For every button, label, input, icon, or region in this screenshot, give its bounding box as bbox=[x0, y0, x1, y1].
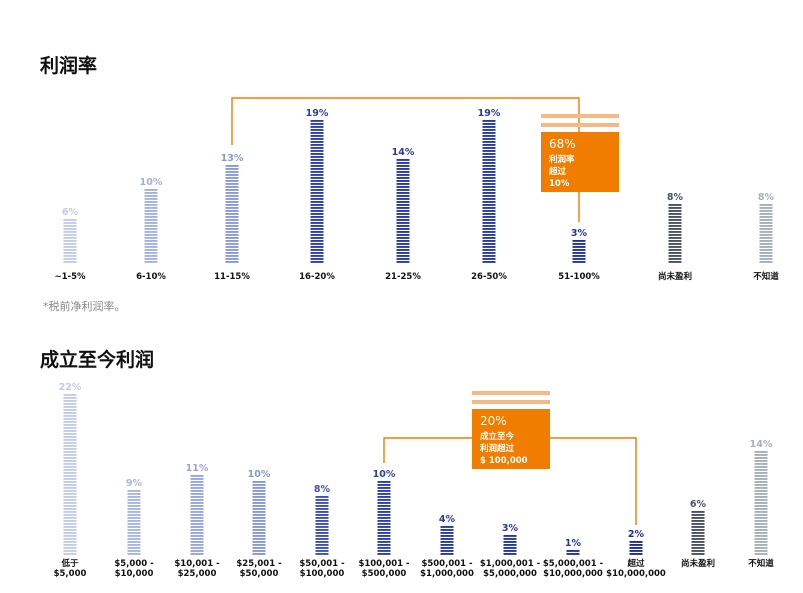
bar-1 bbox=[63, 219, 77, 263]
callout-line-3: $ 100,000 bbox=[480, 456, 528, 466]
value-label-4: 19% bbox=[306, 108, 329, 119]
category-label-10-line2: $10,000,000 bbox=[606, 569, 666, 579]
bar-2 bbox=[144, 189, 158, 263]
category-label-4-line1: $25,001 - bbox=[236, 559, 282, 569]
callout-band-2 bbox=[541, 123, 619, 127]
bar-3 bbox=[190, 475, 204, 555]
category-label-5-line1: $50,001 - bbox=[299, 559, 345, 569]
value-label-5: 14% bbox=[392, 147, 415, 158]
callout-line-1: 利润率 bbox=[548, 154, 575, 165]
category-label-9: 不知道 bbox=[753, 271, 779, 282]
category-label-9-line1: $5,000,001 - bbox=[543, 559, 604, 569]
category-label-4-line2: $50,000 bbox=[240, 569, 279, 579]
category-label-10-line1: 超过 bbox=[626, 558, 645, 569]
category-label-2-line1: $5,000 - bbox=[114, 559, 154, 569]
value-label-3: 13% bbox=[221, 153, 244, 164]
category-label-2: 6-10% bbox=[136, 272, 166, 282]
category-label-1: ~1-5% bbox=[55, 272, 86, 282]
category-label-9-line2: $10,000,000 bbox=[543, 569, 603, 579]
category-label-6-line2: $500,000 bbox=[362, 569, 407, 579]
callout-box bbox=[472, 409, 550, 469]
value-label-6: 19% bbox=[478, 108, 501, 119]
bar-8 bbox=[503, 535, 517, 555]
category-label-8: 尚未盈利 bbox=[658, 271, 692, 282]
bar-1 bbox=[63, 394, 77, 555]
category-label-3: 11-15% bbox=[214, 272, 250, 282]
callout-value: 68% bbox=[549, 137, 576, 151]
value-label-5: 8% bbox=[314, 484, 331, 495]
callout-line-2: 超过 bbox=[548, 166, 567, 177]
bar-5 bbox=[315, 496, 329, 555]
bar-5 bbox=[396, 159, 410, 263]
chart2-title: 成立至今利润 bbox=[40, 348, 154, 371]
bar-7 bbox=[440, 526, 454, 555]
callout-line-2: 利润超过 bbox=[479, 443, 515, 454]
value-label-2: 10% bbox=[140, 177, 163, 188]
category-label-4: 16-20% bbox=[299, 272, 335, 282]
value-label-9: 1% bbox=[565, 538, 582, 549]
category-label-3-line2: $25,000 bbox=[178, 569, 217, 579]
value-label-4: 10% bbox=[248, 469, 271, 480]
value-label-6: 10% bbox=[373, 469, 396, 480]
callout-band-1 bbox=[541, 114, 619, 118]
category-label-3-line1: $10,001 - bbox=[174, 559, 220, 569]
bar-12 bbox=[754, 451, 768, 555]
value-label-8: 8% bbox=[667, 192, 684, 203]
value-label-11: 6% bbox=[690, 499, 707, 510]
value-label-7: 3% bbox=[571, 228, 588, 239]
bar-11 bbox=[691, 511, 705, 555]
value-label-1: 6% bbox=[62, 207, 79, 218]
category-label-1-line1: 低于 bbox=[60, 558, 79, 569]
value-label-9: 8% bbox=[758, 192, 775, 203]
callout-box bbox=[541, 132, 619, 192]
category-label-8-line2: $5,000,000 bbox=[483, 569, 537, 579]
category-label-12-line1: 不知道 bbox=[748, 558, 774, 569]
category-label-8-line1: $1,000,001 - bbox=[480, 559, 541, 569]
callout-line-3: 10% bbox=[549, 179, 570, 189]
category-label-6: 26-50% bbox=[471, 272, 507, 282]
value-label-2: 9% bbox=[126, 478, 143, 489]
category-label-7-line1: $500,001 - bbox=[421, 559, 473, 569]
category-label-1-line2: $5,000 bbox=[54, 569, 87, 579]
value-label-12: 14% bbox=[750, 439, 773, 450]
category-label-7: 51-100% bbox=[558, 272, 600, 282]
callout-band-2 bbox=[472, 400, 550, 404]
bar-9 bbox=[759, 204, 773, 263]
category-label-7-line2: $1,000,000 bbox=[420, 569, 474, 579]
callout-band-1 bbox=[472, 391, 550, 395]
value-label-10: 2% bbox=[628, 529, 645, 540]
bar-3 bbox=[225, 165, 239, 263]
value-label-3: 11% bbox=[186, 463, 209, 474]
bar-4 bbox=[252, 481, 266, 555]
chart2-lifetime-profit: 22% 低于$5,000 9% $5,000 -$10,000 11% $10,001 -… bbox=[54, 382, 775, 579]
bar-9 bbox=[566, 550, 580, 555]
value-label-8: 3% bbox=[502, 523, 519, 534]
bar-6 bbox=[482, 120, 496, 263]
bar-4 bbox=[310, 120, 324, 263]
callout-value: 20% bbox=[480, 414, 507, 428]
bar-10 bbox=[629, 541, 643, 555]
bar-7 bbox=[572, 240, 586, 263]
category-label-11-line1: 尚未盈利 bbox=[681, 558, 715, 569]
value-label-1: 22% bbox=[59, 382, 82, 393]
chart1-footnote: *税前净利润率。 bbox=[43, 299, 126, 313]
callout-line-1: 成立至今 bbox=[480, 431, 515, 442]
value-label-7: 4% bbox=[439, 514, 456, 525]
category-label-6-line1: $100,001 - bbox=[358, 559, 410, 569]
bar-2 bbox=[127, 490, 141, 555]
chart1-profit-margin: 6% ~1-5% 10% 6-10% 13% 11-15% 19% 16-20% 14% 21-2… bbox=[55, 97, 779, 282]
category-label-5-line2: $100,000 bbox=[300, 569, 345, 579]
bar-6 bbox=[377, 481, 391, 555]
category-label-5: 21-25% bbox=[385, 272, 421, 282]
chart1-title: 利润率 bbox=[40, 54, 97, 77]
category-label-2-line2: $10,000 bbox=[115, 569, 154, 579]
bar-8 bbox=[668, 204, 682, 263]
